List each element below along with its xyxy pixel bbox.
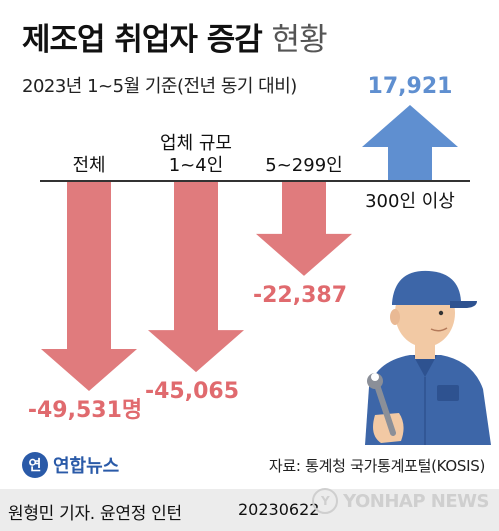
title-suffix: 현황: [271, 22, 328, 58]
logo-text: 연합뉴스: [53, 456, 120, 477]
watermark: Y YONHAP NEWS: [312, 488, 489, 514]
logo-mark: 연: [22, 452, 48, 478]
wrench-icon: [367, 373, 396, 436]
footer-band: [0, 489, 499, 531]
page-subtitle: 2023년 1~5월 기준(전년 동기 대비): [22, 76, 297, 97]
category-label: 1~4인: [169, 155, 224, 176]
watermark-text: YONHAP NEWS: [343, 490, 489, 512]
watermark-mark: Y: [312, 488, 339, 514]
date: 20230622: [238, 500, 320, 519]
source-note: 자료: 통계청 국가통계포털(KOSIS): [268, 457, 485, 475]
byline: 원형민 기자. 윤연정 인턴: [8, 504, 182, 524]
category-label: 300인 이상: [365, 191, 455, 212]
value-label: 17,921: [368, 74, 453, 99]
yonhap-logo: 연 연합뉴스: [22, 452, 119, 478]
value-label: -49,531명: [28, 398, 142, 423]
bar-4: [362, 105, 458, 181]
bar-1: [41, 181, 137, 391]
bar-2: [148, 181, 244, 373]
mechanic-illustration: [365, 270, 491, 445]
bar-3: [256, 181, 352, 276]
title-main: 제조업 취업자 증감: [22, 22, 263, 58]
page-title: 제조업 취업자 증감 현황: [22, 14, 328, 59]
category-label: 5~299인: [265, 155, 342, 176]
category-label: 전체: [72, 155, 105, 176]
value-label: -22,387: [253, 283, 347, 308]
category-label: 업체 규모: [160, 133, 232, 154]
value-label: -45,065: [145, 379, 239, 404]
